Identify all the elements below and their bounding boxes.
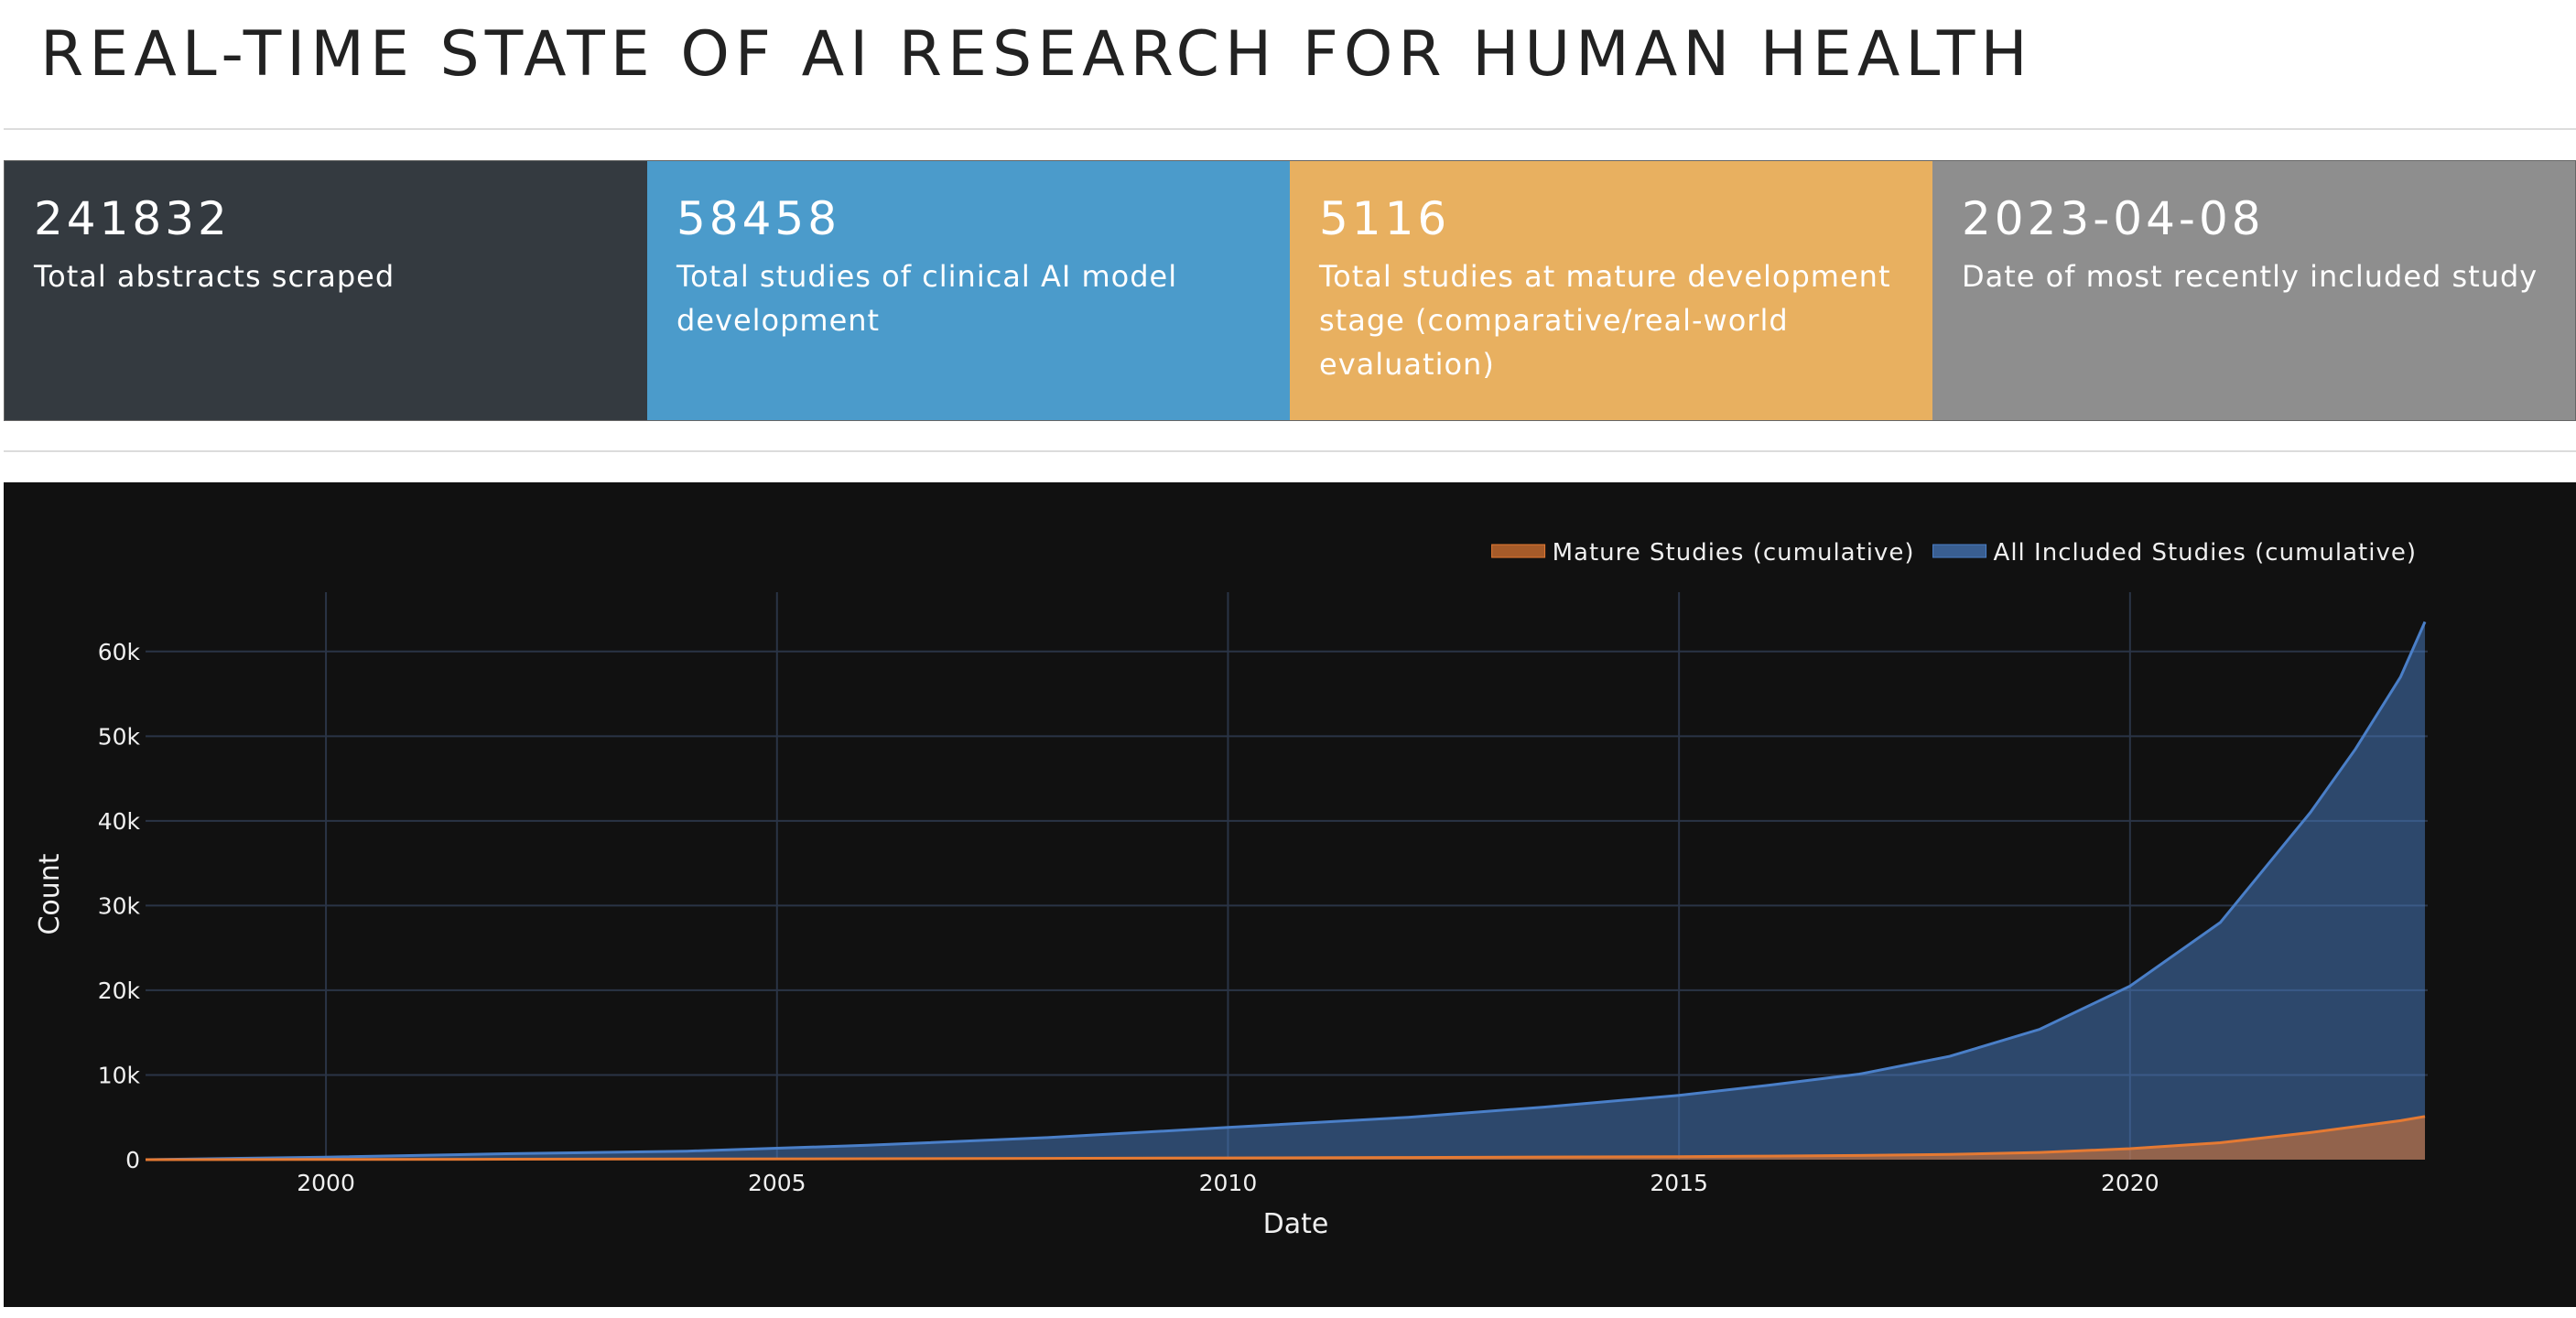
y-tick-label: 20k: [98, 978, 141, 1004]
cumulative-studies-chart: 2000 2005 2010 2015 2020 0 10k 20k 30k 40k 50k 60k…: [4, 482, 2576, 1307]
legend-swatch-mature[interactable]: [1491, 544, 1546, 558]
chart-areas: [145, 621, 2427, 1161]
chart-legend: Mature Studies (cumulative) All Included…: [1491, 539, 2417, 567]
stat-card-abstracts: 241832 Total abstracts scraped: [5, 161, 647, 420]
x-tick-label: 2010: [1199, 1170, 1258, 1196]
stat-value: 5116: [1319, 192, 1451, 245]
y-tick-label: 40k: [98, 808, 141, 835]
legend-swatch-all-included[interactable]: [1932, 544, 1987, 558]
all-included-series-area[interactable]: [146, 621, 2425, 1160]
y-tick-label: 60k: [98, 639, 141, 665]
divider-middle: [4, 450, 2576, 452]
mature-series-line[interactable]: [145, 1115, 2426, 1161]
stat-label: Date of most recently included study: [1962, 259, 2538, 294]
stat-label: Total abstracts scraped: [34, 259, 395, 294]
y-tick-label: 30k: [98, 892, 141, 919]
stat-value: 2023-04-08: [1962, 192, 2265, 245]
y-tick-label: 0: [125, 1147, 140, 1173]
stat-label: Total studies at mature development stag…: [1319, 259, 1891, 382]
y-tick-label: 50k: [98, 723, 141, 750]
mature-series-area[interactable]: [146, 1116, 2425, 1160]
x-tick-label: 2005: [748, 1170, 806, 1196]
legend-item-mature[interactable]: Mature Studies (cumulative): [1553, 539, 1915, 567]
chart-grid: [146, 592, 2428, 1160]
stat-value: 58458: [676, 192, 841, 245]
stat-card-mature: 5116 Total studies at mature development…: [1290, 161, 1932, 420]
x-tick-label: 2000: [297, 1170, 355, 1196]
stat-card-latest-date: 2023-04-08 Date of most recently include…: [1932, 161, 2575, 420]
page-title: REAL-TIME STATE OF AI RESEARCH FOR HUMAN…: [40, 18, 2033, 91]
y-tick-label: 10k: [98, 1062, 141, 1088]
all-included-series-line[interactable]: [145, 621, 2427, 1161]
stats-cards: 241832 Total abstracts scraped 58458 Tot…: [4, 160, 2576, 421]
x-tick-label: 2020: [2101, 1170, 2159, 1196]
stat-value: 241832: [34, 192, 231, 245]
stat-card-studies: 58458 Total studies of clinical AI model…: [647, 161, 1290, 420]
divider-top: [4, 128, 2576, 130]
stat-label: Total studies of clinical AI model devel…: [676, 259, 1178, 338]
y-axis-title: Count: [34, 853, 66, 934]
y-axis-ticks: 0 10k 20k 30k 40k 50k 60k: [98, 639, 141, 1173]
legend-item-all-included[interactable]: All Included Studies (cumulative): [1994, 539, 2417, 567]
x-tick-label: 2015: [1650, 1170, 1708, 1196]
x-axis-ticks: 2000 2005 2010 2015 2020: [297, 1170, 2159, 1196]
x-axis-title: Date: [1263, 1208, 1329, 1240]
chart-svg: 2000 2005 2010 2015 2020 0 10k 20k 30k 40k 50k 60k…: [34, 539, 2428, 1240]
